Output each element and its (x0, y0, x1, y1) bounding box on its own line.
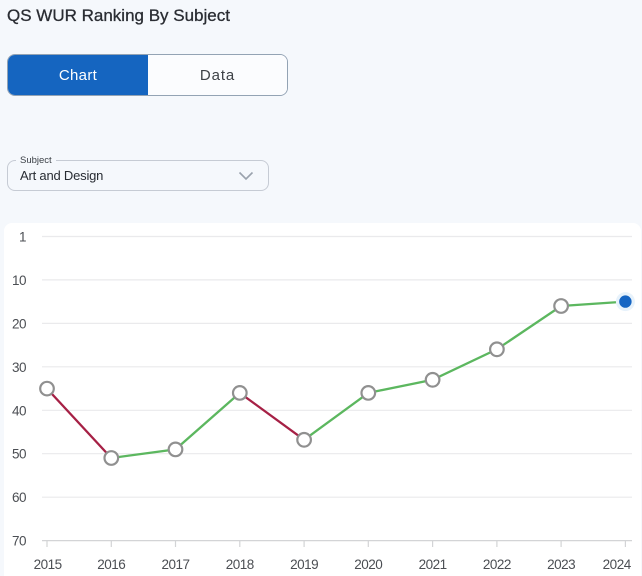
svg-text:2018: 2018 (226, 557, 254, 572)
svg-text:2017: 2017 (161, 557, 189, 572)
svg-text:2021: 2021 (419, 557, 447, 572)
svg-text:2016: 2016 (97, 557, 125, 572)
svg-text:2015: 2015 (34, 557, 62, 572)
svg-text:2022: 2022 (483, 557, 511, 572)
svg-text:2023: 2023 (547, 557, 575, 572)
svg-text:1: 1 (19, 230, 26, 245)
svg-text:2020: 2020 (354, 557, 382, 572)
svg-text:10: 10 (12, 273, 26, 288)
svg-text:50: 50 (12, 447, 26, 462)
svg-text:30: 30 (12, 360, 26, 375)
svg-text:60: 60 (12, 490, 26, 505)
svg-text:2019: 2019 (290, 557, 318, 572)
svg-text:70: 70 (12, 534, 26, 549)
svg-text:20: 20 (12, 316, 26, 331)
svg-text:2024: 2024 (603, 557, 632, 572)
svg-text:40: 40 (12, 403, 26, 418)
